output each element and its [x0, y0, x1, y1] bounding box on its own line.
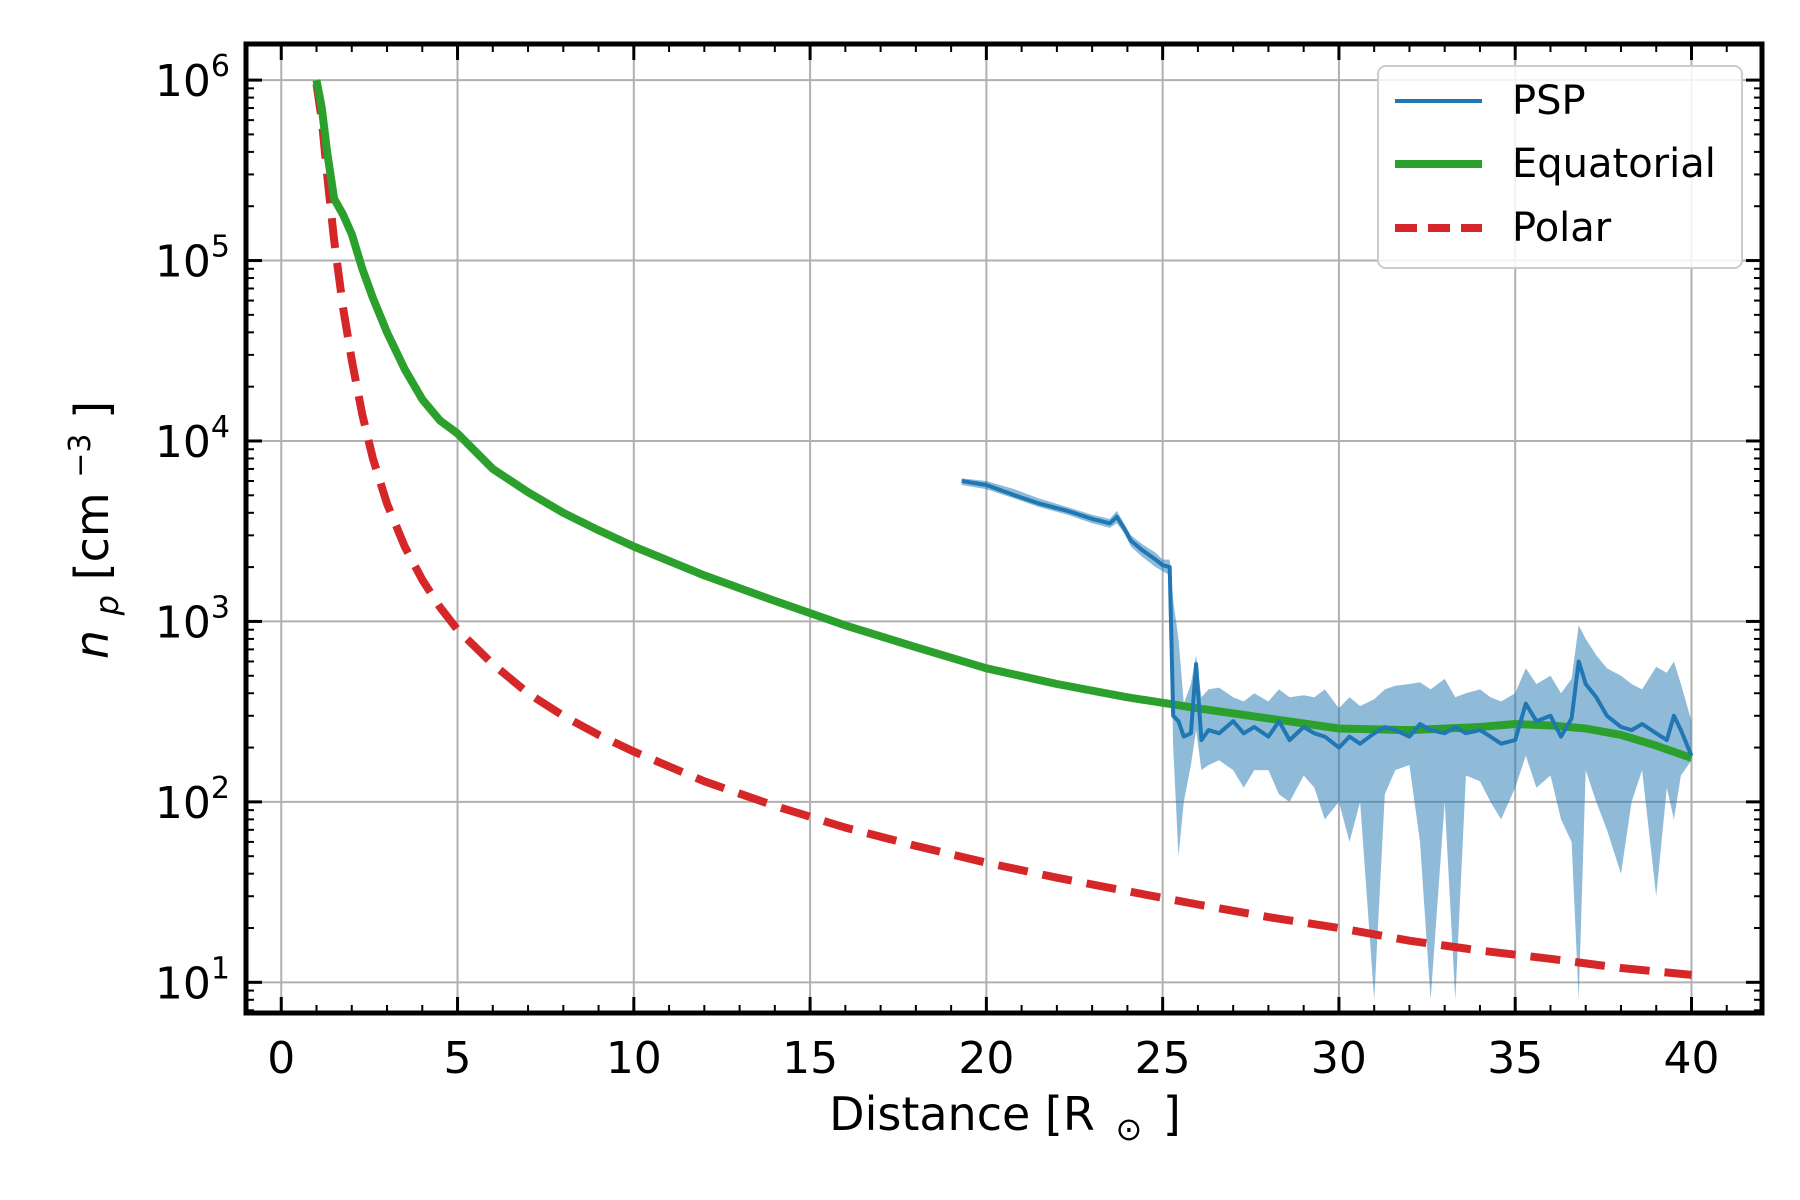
x-tick-label: 20 [958, 1033, 1014, 1084]
legend-label-equatorial: Equatorial [1512, 141, 1716, 187]
x-tick-label: 10 [606, 1033, 662, 1084]
x-tick-label: 15 [782, 1033, 838, 1084]
legend-box [1377, 65, 1743, 269]
y-axis-label-exponent: −3 [63, 433, 98, 477]
y-tick-label: 103 [155, 590, 230, 648]
plot-area [312, 79, 1694, 1000]
legend: PSP Equatorial Polar [1377, 65, 1743, 269]
x-tick-label: 5 [444, 1033, 472, 1084]
y-tick-label: 102 [155, 771, 230, 829]
x-tick-label: 0 [267, 1033, 295, 1084]
tick-labels: 0 5 10 15 20 25 30 35 40 101 102 103 104 105 106 [155, 49, 1720, 1084]
x-axis-label: Distance [R ⊙ ] [829, 1087, 1181, 1151]
x-tick-label: 30 [1311, 1033, 1367, 1084]
y-tick-label: 106 [155, 49, 230, 107]
plot-frame [243, 41, 1765, 1016]
y-axis-label-unit: [cm [65, 492, 119, 580]
axis-ticks [245, 44, 1763, 1013]
x-axis-label-close: ] [1163, 1087, 1181, 1141]
x-tick-label: 40 [1663, 1033, 1719, 1084]
x-axis-label-main: Distance [R [829, 1087, 1095, 1141]
equatorial-series-line [312, 79, 1693, 762]
y-tick-label: 105 [155, 230, 230, 288]
polar-series-line [312, 83, 1692, 979]
x-tick-label: 25 [1135, 1033, 1191, 1084]
y-axis-label: n p [cm −3 ] [47, 401, 129, 659]
y-tick-label: 101 [155, 951, 230, 1009]
y-axis-label-close: ] [65, 401, 119, 419]
y-axis-label-subscript: p [88, 595, 126, 616]
x-tick-label: 35 [1487, 1033, 1543, 1084]
y-tick-label: 104 [155, 410, 230, 468]
x-axis-label-sun-symbol: ⊙ [1115, 1110, 1142, 1148]
legend-label-psp: PSP [1512, 78, 1586, 124]
y-axis-label-n: n [65, 630, 119, 659]
psp-series-line [961, 479, 1694, 757]
legend-label-polar: Polar [1512, 205, 1612, 251]
